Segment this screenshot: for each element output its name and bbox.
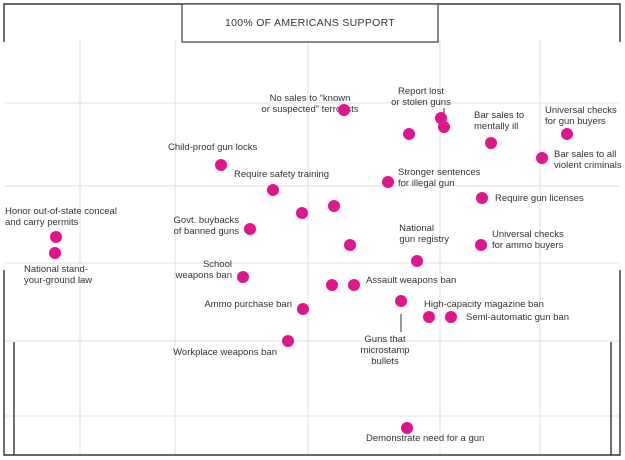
data-point — [50, 231, 62, 243]
data-point — [476, 192, 488, 204]
data-point — [382, 176, 394, 188]
point-label: National — [399, 223, 434, 234]
data-point — [536, 152, 548, 164]
point-label: Workplace weapons ban — [173, 347, 277, 358]
data-point — [338, 104, 350, 116]
point-label: Require gun licenses — [495, 193, 584, 204]
point-label: for ammo buyers — [492, 240, 564, 251]
title-box — [181, 3, 439, 43]
data-point — [297, 303, 309, 315]
point-label: Stronger sentences — [398, 167, 481, 178]
point-label: for gun buyers — [545, 116, 606, 127]
point-label: Demonstrate need for a gun — [366, 433, 484, 444]
data-points — [49, 104, 573, 434]
point-label: Guns that — [364, 334, 406, 345]
data-point — [411, 255, 423, 267]
point-label: microstamp — [360, 345, 409, 356]
point-label: Report lost — [398, 86, 444, 97]
data-point — [328, 200, 340, 212]
data-point — [395, 295, 407, 307]
data-point — [485, 137, 497, 149]
data-point — [423, 311, 435, 323]
point-label: Honor out-of-state conceal — [5, 206, 117, 217]
point-label: mentally ill — [474, 121, 518, 132]
point-label: High-capacity magazine ban — [424, 299, 544, 310]
data-point — [326, 279, 338, 291]
point-label: National stand- — [24, 264, 88, 275]
point-label: Assault weapons ban — [366, 275, 456, 286]
chart-frame — [3, 3, 621, 456]
point-label: or suspected” terrorists — [261, 104, 358, 115]
point-label: or stolen guns — [391, 97, 451, 108]
point-label: Bar sales to — [474, 110, 524, 121]
point-label: Child-proof gun locks — [168, 142, 257, 153]
point-label: and carry permits — [5, 217, 79, 228]
data-point — [403, 128, 415, 140]
data-point — [237, 271, 249, 283]
point-label: School — [203, 259, 232, 270]
data-point — [49, 247, 61, 259]
point-label: for illegal gun — [398, 178, 455, 189]
point-label: weapons ban — [174, 270, 232, 281]
point-label: of banned guns — [173, 226, 239, 237]
data-point — [296, 207, 308, 219]
point-label: Require safety training — [234, 169, 329, 180]
point-label: Bar sales to all — [554, 149, 616, 160]
data-point — [445, 311, 457, 323]
chart-title-box: 100% OF AMERICANS SUPPORT — [181, 3, 439, 43]
point-label: Universal checks — [545, 105, 617, 116]
point-label: Ammo purchase ban — [204, 299, 292, 310]
data-point — [215, 159, 227, 171]
point-label: your-ground law — [24, 275, 92, 286]
point-label: Universal checks — [492, 229, 564, 240]
point-label: bullets — [371, 356, 399, 367]
data-point — [348, 279, 360, 291]
data-point — [282, 335, 294, 347]
point-label: Govt. buybacks — [174, 215, 240, 226]
gridlines — [4, 40, 620, 455]
point-label: No sales to “known — [270, 93, 351, 104]
frame-bottom — [3, 270, 621, 456]
data-point — [244, 223, 256, 235]
point-label: Semi-automatic gun ban — [466, 312, 569, 323]
point-label: gun registry — [399, 234, 449, 245]
data-point — [401, 422, 413, 434]
data-point — [475, 239, 487, 251]
data-point — [267, 184, 279, 196]
point-label: violent criminals — [554, 160, 622, 171]
data-point — [344, 239, 356, 251]
data-point — [435, 112, 447, 124]
chart-title: 100% OF AMERICANS SUPPORT — [225, 17, 395, 29]
data-point — [561, 128, 573, 140]
